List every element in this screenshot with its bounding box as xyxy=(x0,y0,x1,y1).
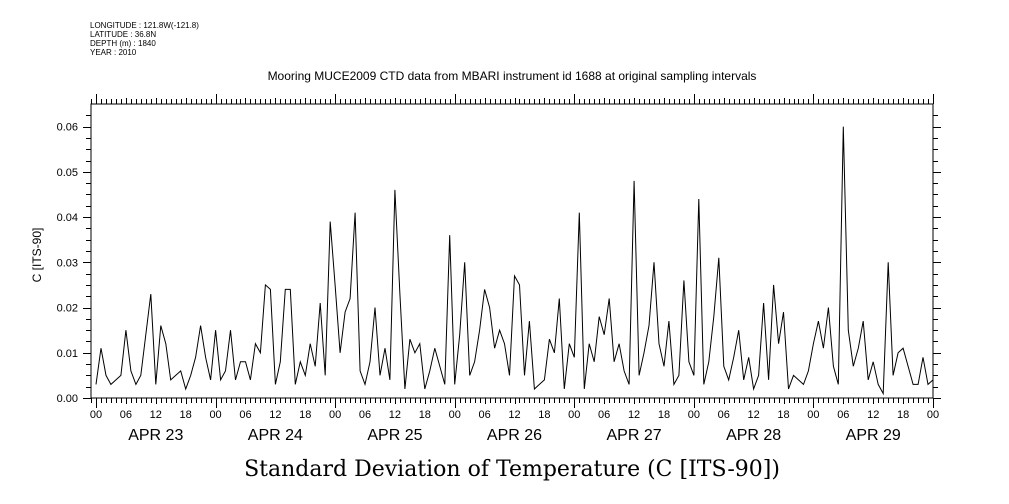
x-tick-label: 12 xyxy=(508,409,520,421)
x-tick-label: 00 xyxy=(449,409,461,421)
x-tick-label: 06 xyxy=(718,409,730,421)
y-tick-label: 0.06 xyxy=(57,122,78,134)
x-tick-label: 18 xyxy=(777,409,789,421)
x-tick-label: 06 xyxy=(120,409,132,421)
y-tick-label: 0.02 xyxy=(57,303,78,315)
x-tick-label: 12 xyxy=(748,409,760,421)
x-tick-label: 18 xyxy=(897,409,909,421)
x-tick-label: 00 xyxy=(329,409,341,421)
y-tick-label: 0.04 xyxy=(57,212,78,224)
station-metadata: LONGITUDE : 121.8W(-121.8) LATITUDE : 36… xyxy=(90,21,199,57)
x-tick-label: 00 xyxy=(209,409,221,421)
x-tick-label: 06 xyxy=(239,409,251,421)
latitude-label: LATITUDE : 36.8N xyxy=(90,30,157,39)
date-label: APR 23 xyxy=(128,427,183,444)
tick-labels: 00 06 12 18 00 06 12 18 00 06 12 18 00 06 12 18 00 06 12 18… xyxy=(57,122,940,444)
x-tick-label: 12 xyxy=(269,409,281,421)
x-tick-label: 18 xyxy=(180,409,192,421)
date-label: APR 29 xyxy=(846,427,901,444)
x-tick-label: 12 xyxy=(867,409,879,421)
x-axis-label: Standard Deviation of Temperature (C [IT… xyxy=(244,457,780,482)
x-tick-label: 06 xyxy=(837,409,849,421)
x-tick-label: 12 xyxy=(150,409,162,421)
date-label: APR 27 xyxy=(607,427,662,444)
longitude-label: LONGITUDE : 121.8W(-121.8) xyxy=(90,21,199,30)
date-label: APR 26 xyxy=(487,427,542,444)
date-label: APR 28 xyxy=(726,427,781,444)
x-tick-label: 18 xyxy=(538,409,550,421)
x-tick-label: 12 xyxy=(389,409,401,421)
y-axis-label: C [ITS-90] xyxy=(30,228,44,283)
axes xyxy=(83,94,941,408)
x-tick-label: 06 xyxy=(598,409,610,421)
depth-label: DEPTH (m) : 1840 xyxy=(90,39,156,48)
year-label: YEAR : 2010 xyxy=(90,48,137,57)
x-tick-label: 00 xyxy=(807,409,819,421)
plot-frame xyxy=(90,103,934,399)
x-tick-label: 18 xyxy=(419,409,431,421)
x-tick-label: 06 xyxy=(359,409,371,421)
series-line xyxy=(95,126,934,396)
x-tick-label: 18 xyxy=(658,409,670,421)
x-tick-label: 12 xyxy=(628,409,640,421)
x-tick-label: 18 xyxy=(299,409,311,421)
x-tick-label: 00 xyxy=(568,409,580,421)
y-tick-label: 0.03 xyxy=(57,257,78,269)
x-tick-label: 00 xyxy=(688,409,700,421)
y-tick-label: 0.01 xyxy=(57,348,78,360)
x-tick-label: 00 xyxy=(90,409,102,421)
x-tick-label: 00 xyxy=(927,409,939,421)
y-tick-label: 0.00 xyxy=(57,393,78,405)
x-tick-label: 06 xyxy=(478,409,490,421)
date-label: APR 24 xyxy=(248,427,303,444)
y-tick-label: 0.05 xyxy=(57,167,78,179)
chart-title: Mooring MUCE2009 CTD data from MBARI ins… xyxy=(268,69,757,83)
date-label: APR 25 xyxy=(367,427,422,444)
